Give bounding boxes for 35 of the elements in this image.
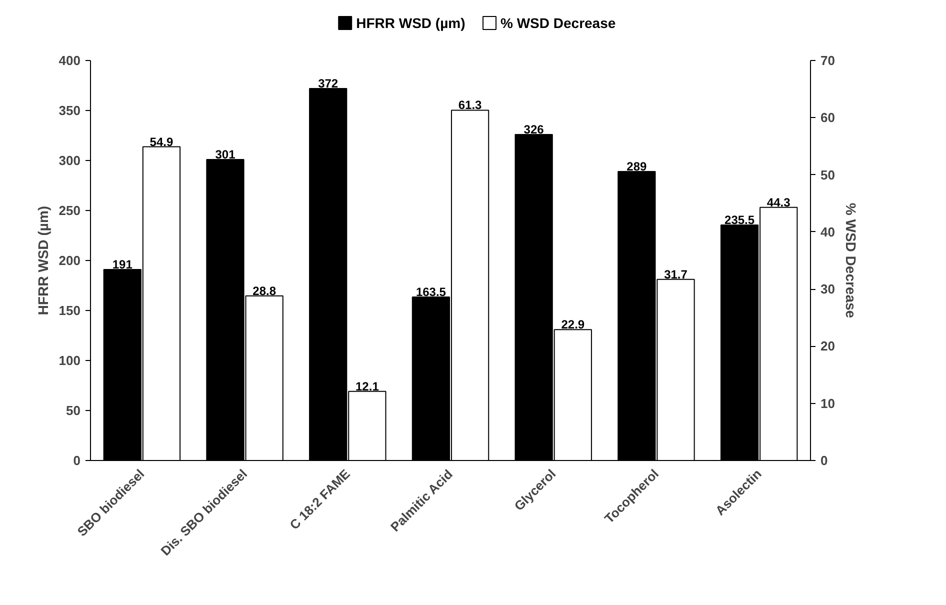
data-label: 326 — [524, 122, 544, 136]
data-label: 289 — [626, 160, 648, 174]
y-tick-label: 200 — [58, 253, 81, 268]
y2-tick-label: 70 — [820, 53, 835, 68]
data-label: 163.5 — [416, 285, 446, 299]
y2-tick-label: 40 — [820, 224, 835, 240]
y2-tick-label: 60 — [820, 110, 835, 126]
data-label: 12.1 — [356, 379, 380, 394]
data-label: 54.9 — [150, 134, 174, 149]
y2-tick-label: 0 — [820, 453, 828, 468]
y2-tick-label: 10 — [820, 396, 835, 411]
data-label: 28.8 — [252, 284, 276, 298]
y-tick-label: 250 — [58, 203, 81, 218]
y-tick-label: 150 — [58, 303, 81, 318]
data-label: 44.3 — [766, 195, 791, 210]
data-label: 235.5 — [724, 213, 755, 227]
data-label: 191 — [112, 258, 133, 272]
y2-tick-label: 20 — [820, 338, 835, 354]
legend-label: % WSD Decrease — [500, 15, 616, 31]
data-label: 31.7 — [664, 267, 688, 282]
data-label: 301 — [215, 148, 236, 162]
data-label: 22.9 — [561, 318, 585, 332]
legend-label: HFRR WSD (µm) — [356, 15, 466, 31]
y-axis-title: HFRR WSD (µm) — [34, 206, 51, 316]
y2-axis-title: % WSD Decrease — [842, 202, 859, 318]
y-tick-label: 300 — [58, 153, 81, 168]
y-tick-label: 0 — [73, 453, 81, 468]
data-label: 61.3 — [458, 98, 482, 112]
y-tick-label: 350 — [58, 103, 81, 118]
y2-tick-label: 50 — [820, 167, 835, 182]
y2-tick-label: 30 — [820, 282, 835, 297]
y-tick-label: 100 — [58, 353, 81, 368]
data-label: 372 — [318, 76, 338, 90]
y-tick-label: 50 — [66, 403, 81, 418]
y-tick-label: 400 — [58, 53, 81, 68]
